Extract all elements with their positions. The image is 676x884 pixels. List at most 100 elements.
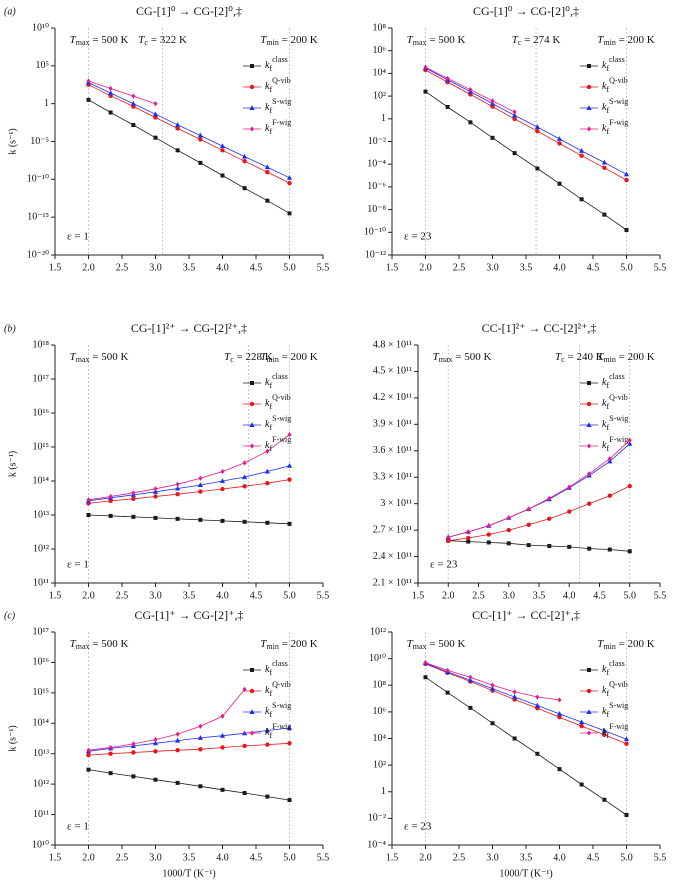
marker — [131, 490, 136, 496]
marker — [624, 741, 629, 746]
y-tick-label: 4.8 × 10¹¹ — [373, 339, 412, 350]
x-tick-label: 5.5 — [317, 590, 330, 601]
legend-marker — [249, 401, 255, 407]
x-tick-label: 1.5 — [49, 590, 62, 601]
legend-subscript: f — [269, 423, 272, 432]
y-tick-label: 10¹⁵ — [33, 687, 49, 698]
marker — [468, 674, 473, 680]
marker — [175, 481, 180, 487]
x-tick-label: 2.5 — [453, 852, 466, 863]
y-tick-label: 10¹² — [370, 626, 386, 637]
marker — [265, 169, 270, 175]
legend-superscript: Q-vib — [272, 680, 291, 689]
marker — [287, 741, 292, 746]
marker — [526, 506, 531, 512]
legend-marker — [250, 381, 254, 385]
marker — [220, 713, 225, 719]
x-tick-label: 4.5 — [250, 852, 263, 863]
x-tick-label: 3.0 — [486, 852, 499, 863]
marker — [131, 123, 136, 128]
marker — [265, 794, 270, 799]
legend-subscript: f — [269, 689, 272, 698]
annotation-subscript: min — [266, 38, 278, 47]
legend-symbol: k — [265, 102, 270, 113]
x-tick-label: 3.0 — [149, 590, 162, 601]
x-tick-label: 1.5 — [412, 590, 425, 601]
marker — [108, 85, 113, 92]
marker — [86, 497, 91, 503]
legend-superscript: class — [609, 372, 625, 381]
y-tick-label: 4.5 × 10¹¹ — [373, 366, 412, 377]
marker — [587, 546, 592, 551]
marker — [556, 136, 563, 141]
marker — [198, 747, 203, 752]
marker — [175, 126, 180, 131]
legend-label: kfF-wig — [602, 118, 628, 136]
x-axis-label: 1000/T (K⁻¹) — [499, 868, 552, 879]
marker — [602, 165, 607, 171]
legend-entry: kfQ-vib — [580, 76, 628, 94]
legend-marker — [587, 64, 591, 68]
legend-superscript: F-wig — [272, 118, 291, 127]
marker — [242, 460, 247, 466]
marker — [242, 519, 247, 524]
x-tick-label: 1.5 — [386, 262, 399, 273]
series-line — [88, 479, 290, 504]
panel: CG-[1]⁰ → CG-[2]⁰,‡Tmax = 500 K Tc = 322 … — [7, 4, 329, 274]
marker — [265, 198, 270, 203]
marker — [264, 727, 270, 733]
marker — [242, 484, 247, 489]
annotation: Tmin = 200 K — [260, 638, 318, 651]
legend-symbol: k — [265, 60, 270, 71]
marker — [556, 711, 563, 716]
legend-marker — [587, 381, 591, 385]
legend-superscript: S-wig — [272, 701, 291, 710]
annotation: Tmax = 500 K — [70, 638, 129, 651]
x-tick-label: 1.5 — [386, 852, 399, 863]
x-tick-label: 3.5 — [183, 590, 196, 601]
marker — [468, 705, 473, 710]
marker — [623, 736, 630, 742]
marker — [108, 771, 113, 776]
legend-superscript: class — [609, 55, 625, 64]
legend-entry: kfF-wig — [580, 118, 628, 136]
marker — [535, 166, 540, 171]
annotation-subscript: min — [266, 642, 278, 651]
marker — [153, 486, 158, 492]
marker — [490, 682, 495, 688]
marker — [602, 212, 607, 217]
legend-marker — [586, 401, 592, 407]
annotation-symbol: T — [597, 34, 604, 46]
annotation-text: = 200 K — [616, 638, 655, 650]
y-tick-label: 10⁴ — [373, 733, 387, 744]
x-tick-label: 4.0 — [216, 852, 229, 863]
marker — [198, 784, 203, 789]
marker — [153, 101, 158, 107]
marker — [242, 474, 248, 480]
x-tick-label: 2.0 — [82, 852, 95, 863]
panel-label: (a) — [4, 6, 16, 17]
x-tick-label: 4.0 — [216, 590, 229, 601]
marker — [242, 153, 248, 159]
legend-superscript: S-wig — [609, 414, 628, 423]
annotation: Tmax = 500 K — [433, 351, 492, 364]
marker — [512, 736, 517, 741]
marker — [579, 197, 584, 202]
legend-label: kfS-wig — [265, 97, 291, 115]
annotation-symbol: T — [512, 34, 519, 46]
y-tick-label: 10⁻² — [368, 813, 386, 824]
x-tick-label: 4.0 — [553, 262, 566, 273]
annotation-symbol: T — [260, 638, 267, 650]
series-line — [88, 84, 290, 184]
marker — [624, 812, 629, 817]
legend-symbol: k — [602, 685, 607, 696]
marker — [567, 544, 572, 549]
panel: CG-[1]²⁺ → CG-[2]²⁺,‡Tmax = 500 K Tc = 22… — [7, 321, 329, 602]
y-tick-label: 10⁻¹² — [365, 249, 386, 260]
marker — [131, 774, 136, 779]
marker — [423, 64, 428, 70]
annotation-subscript: max — [413, 642, 427, 651]
legend-superscript: F-wig — [609, 118, 628, 127]
chart-title: CG-[1]⁰ → CG-[2]⁰,‡ — [136, 4, 242, 18]
